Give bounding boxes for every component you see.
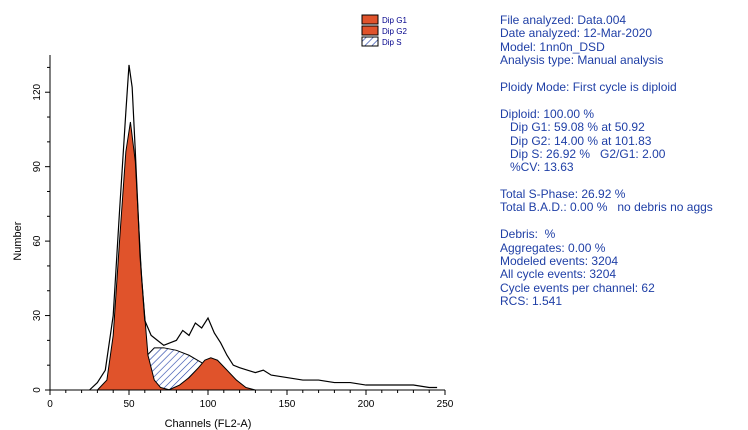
info-line: Date analyzed: 12-Mar-2020 xyxy=(500,26,653,41)
info-spacer xyxy=(500,68,746,81)
info-line: Cycle events per channel: 62 xyxy=(500,280,655,295)
data-histogram-line xyxy=(89,64,438,391)
legend-label: Dip S xyxy=(382,38,402,47)
y-tick-label: 90 xyxy=(32,161,43,173)
legend-label: Dip G2 xyxy=(382,27,407,36)
legend-label: Dip G1 xyxy=(382,16,407,25)
info-line: Debris: % xyxy=(500,227,556,242)
y-tick-label: 120 xyxy=(32,83,43,100)
info-spacer xyxy=(500,215,746,228)
info-line: Dip G2: 14.00 % at 101.83 xyxy=(500,133,652,148)
y-axis-title: Number xyxy=(12,221,24,260)
info-line: Aggregates: 0.00 % xyxy=(500,240,606,255)
info-spacer xyxy=(500,175,746,188)
x-tick-label: 150 xyxy=(279,399,296,410)
x-tick-label: 250 xyxy=(437,399,454,410)
info-line: Total B.A.D.: 0.00 % no debris no aggs xyxy=(500,200,713,215)
info-line: Analysis type: Manual analysis xyxy=(500,53,664,68)
y-tick-label: 30 xyxy=(32,310,43,322)
y-tick-label: 0 xyxy=(32,387,43,393)
legend-swatch-dip-g2 xyxy=(361,25,379,36)
legend-swatch-dip-g1 xyxy=(361,14,379,25)
x-tick-label: 100 xyxy=(200,399,217,410)
info-line: All cycle events: 3204 xyxy=(500,267,617,282)
info-line: Model: 1nn0n_DSD xyxy=(500,39,605,54)
analysis-summary-panel: File analyzed: Data.004 Date analyzed: 12… xyxy=(500,13,746,309)
info-line: Total S-Phase: 26.92 % xyxy=(500,187,626,202)
histogram-chart: 0 50 100 150 200 250 0 30 60 90 120 Channels (FL2-A… xyxy=(12,14,454,430)
info-spacer xyxy=(500,94,746,107)
x-tick-label: 0 xyxy=(47,399,53,410)
info-line: Ploidy Mode: First cycle is diploid xyxy=(500,79,677,94)
x-tick-label: 50 xyxy=(123,399,135,410)
x-axis-title: Channels (FL2-A) xyxy=(165,418,252,430)
dip-g2-area xyxy=(168,357,256,391)
legend-swatch-dip-s xyxy=(361,36,379,47)
info-line: RCS: 1.541 xyxy=(500,294,563,309)
x-tick-label: 200 xyxy=(358,399,375,410)
info-line: Diploid: 100.00 % xyxy=(500,106,595,121)
info-line: File analyzed: Data.004 xyxy=(500,13,627,27)
info-line: Dip S: 26.92 % G2/G1: 2.00 xyxy=(500,146,666,161)
info-line: Dip G1: 59.08 % at 50.92 xyxy=(500,120,645,135)
info-line: %CV: 13.63 xyxy=(500,160,574,175)
y-tick-label: 60 xyxy=(32,235,43,247)
info-line: Modeled events: 3204 xyxy=(500,254,619,269)
